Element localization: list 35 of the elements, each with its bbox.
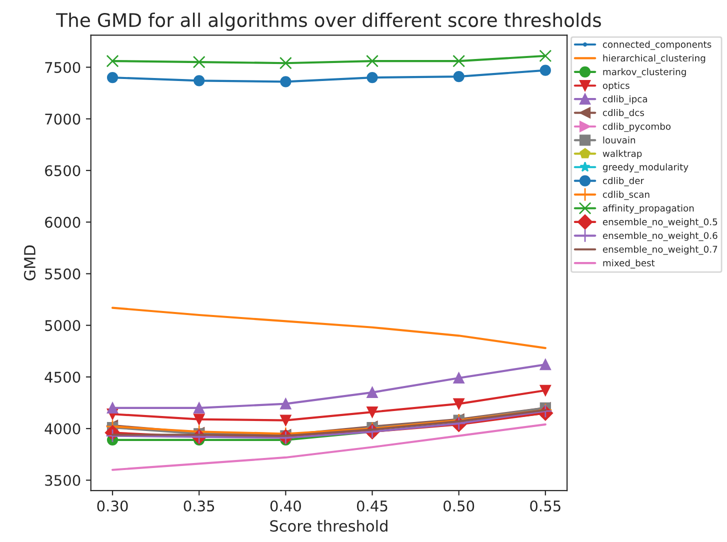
x-tick-label: 0.50 (444, 500, 474, 512)
y-tick-label: 4500 (44, 372, 80, 383)
legend-label: ensemble_no_weight_0.7 (602, 246, 718, 255)
legend-label: cdlib_pycombo (602, 122, 671, 132)
legend-label: ensemble_no_weight_0.6 (602, 232, 718, 242)
y-tick-label: 5000 (45, 320, 80, 332)
y-tick-label: 7500 (45, 62, 80, 73)
y-axis-title: GMD (24, 245, 36, 280)
y-tick-label: 4000 (44, 423, 80, 434)
legend-label: mixed_best (603, 259, 655, 268)
legend-label: optics (602, 82, 630, 91)
chart-title: The GMD for all algorithms over different score thresholds (56, 12, 601, 31)
legend-label: greedy_modularity (602, 163, 688, 172)
legend-label: cdlib_dcs (602, 109, 644, 118)
y-tick-label: 3500 (45, 474, 80, 486)
y-tick-label: 5500 (45, 268, 80, 280)
y-tick-label: 6000 (45, 216, 80, 228)
x-tick-label: 0.40 (270, 500, 301, 512)
x-tick-label: 0.35 (184, 500, 214, 512)
x-axis-title: Score threshold (270, 520, 388, 532)
legend-label: louvain (603, 136, 636, 144)
legend-label: cdlib_der (602, 177, 644, 186)
y-tick-label: 6500 (45, 165, 80, 176)
legend-label: walktrap (602, 150, 642, 159)
x-tick-label: 0.30 (97, 500, 128, 512)
legend-label: cdlib_scan (602, 190, 650, 200)
x-tick-label: 0.45 (356, 500, 388, 512)
x-tick-label: 0.55 (530, 500, 560, 512)
legend-label: markov_clustering (603, 68, 686, 78)
legend-label: hierarchical_clustering (603, 54, 706, 64)
y-tick-label: 7000 (45, 114, 80, 125)
legend-label: connected_components (602, 40, 712, 50)
legend-label: ensemble_no_weight_0.5 (602, 218, 718, 228)
legend-label: cdlib_ipca (602, 95, 647, 104)
legend-label: affinity_propagation (602, 204, 694, 214)
